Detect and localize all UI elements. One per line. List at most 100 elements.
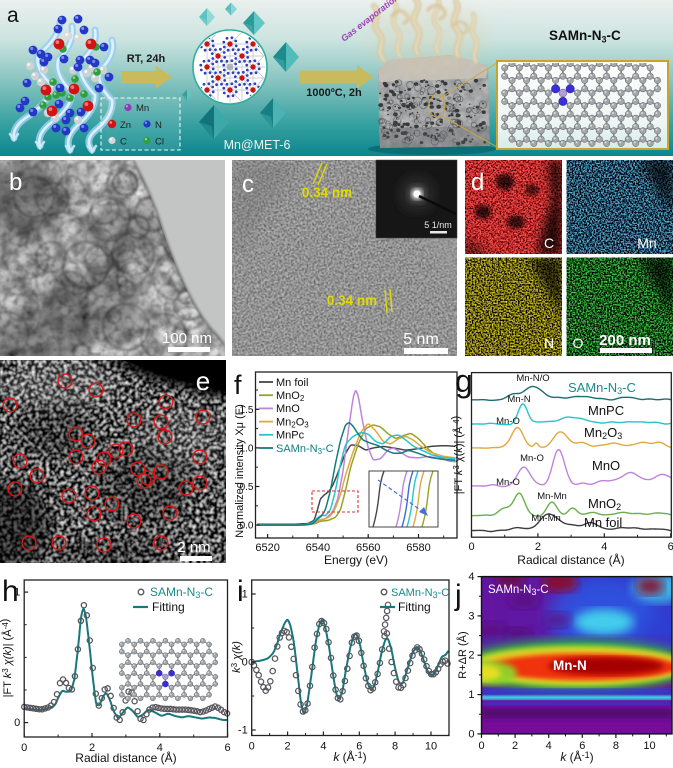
svg-text:Mn-Mn: Mn-Mn [531, 513, 561, 524]
svg-text:2 nm: 2 nm [177, 539, 210, 556]
svg-text:Mn-N/O: Mn-N/O [516, 373, 549, 384]
svg-text:0: 0 [14, 717, 20, 729]
svg-text:2: 2 [89, 742, 95, 754]
svg-text:0: 0 [249, 741, 255, 753]
svg-text:Zn: Zn [120, 120, 131, 131]
svg-text:SAMn-N3-C: SAMn-N3-C [150, 585, 213, 600]
svg-text:2: 2 [468, 650, 474, 662]
svg-text:SAMn-N3-C: SAMn-N3-C [568, 380, 636, 396]
svg-text:200 nm: 200 nm [599, 332, 651, 349]
svg-text:MnO: MnO [276, 403, 300, 415]
svg-text:Mn-O: Mn-O [520, 453, 544, 464]
svg-text:MnO2: MnO2 [276, 390, 305, 403]
svg-text:Fitting: Fitting [152, 600, 185, 614]
svg-text:Mn foil: Mn foil [584, 515, 622, 530]
svg-text:f: f [234, 370, 242, 400]
svg-text:MnO: MnO [592, 458, 620, 473]
svg-text:1.0: 1.0 [240, 443, 254, 454]
svg-text:O: O [573, 335, 584, 351]
svg-text:Energy (eV): Energy (eV) [324, 553, 388, 567]
svg-text:4: 4 [320, 741, 326, 753]
svg-text:i: i [237, 575, 244, 608]
svg-text:Mn2O3: Mn2O3 [276, 416, 309, 429]
svg-text:SAMn-N3-C: SAMn-N3-C [276, 443, 334, 456]
svg-text:h: h [2, 575, 19, 608]
svg-text:6520: 6520 [255, 542, 279, 554]
svg-text:0.34 nm: 0.34 nm [302, 185, 352, 200]
svg-text:e: e [196, 366, 210, 396]
svg-text:RT, 24h: RT, 24h [127, 53, 166, 65]
svg-text:SAMn-N3-C: SAMn-N3-C [488, 584, 549, 597]
svg-text:Normalized intensity Xμ (E): Normalized intensity Xμ (E) [234, 404, 246, 538]
svg-text:4: 4 [601, 541, 607, 553]
svg-text:-1: -1 [238, 725, 248, 737]
svg-text:4: 4 [157, 742, 163, 754]
svg-text:0.5: 0.5 [240, 482, 254, 493]
svg-text:5 nm: 5 nm [403, 331, 439, 348]
svg-text:c: c [242, 171, 254, 198]
svg-text:6: 6 [356, 741, 362, 753]
svg-text:10: 10 [643, 740, 655, 752]
svg-text:1.5: 1.5 [240, 405, 254, 416]
svg-text:2: 2 [535, 541, 541, 553]
svg-text:6540: 6540 [306, 542, 330, 554]
svg-text:6: 6 [668, 541, 673, 553]
svg-text:4: 4 [546, 740, 552, 752]
svg-text:C: C [120, 137, 127, 148]
svg-text:Fitting: Fitting [398, 600, 431, 614]
svg-text:C: C [544, 235, 554, 251]
svg-text:8: 8 [613, 740, 619, 752]
svg-text:0: 0 [468, 541, 474, 553]
svg-text:0.0: 0.0 [240, 521, 254, 532]
svg-text:Mn-O: Mn-O [496, 477, 520, 488]
svg-text:Mn: Mn [637, 235, 656, 251]
svg-text:|FT k3 χ(k)| (Å-4): |FT k3 χ(k)| (Å-4) [0, 619, 14, 698]
svg-text:6: 6 [225, 742, 231, 754]
svg-text:1: 1 [14, 587, 20, 599]
svg-text:Mn-Mn: Mn-Mn [537, 491, 567, 502]
svg-text:Mn: Mn [136, 103, 149, 114]
svg-text:Mn foil: Mn foil [276, 377, 308, 389]
svg-text:d: d [471, 169, 484, 196]
svg-text:k (Å-1): k (Å-1) [560, 749, 593, 764]
svg-text:0: 0 [242, 657, 248, 669]
svg-text:2: 2 [512, 740, 518, 752]
svg-text:R+ΔR (Å): R+ΔR (Å) [456, 631, 469, 678]
svg-text:N: N [155, 120, 162, 131]
svg-text:Mn-O: Mn-O [496, 416, 520, 427]
svg-text:6: 6 [579, 740, 585, 752]
svg-text:2: 2 [285, 741, 291, 753]
svg-text:0: 0 [21, 742, 27, 754]
svg-text:0.34 nm: 0.34 nm [327, 293, 377, 308]
svg-text:8: 8 [392, 741, 398, 753]
svg-text:6580: 6580 [406, 542, 430, 554]
svg-text:4: 4 [468, 571, 474, 583]
svg-text:Mn@MET-6: Mn@MET-6 [224, 138, 291, 152]
svg-text:MnPC: MnPC [588, 403, 624, 418]
svg-text:MnO2: MnO2 [588, 496, 621, 512]
svg-text:Cl: Cl [155, 137, 164, 148]
svg-text:g: g [455, 363, 473, 399]
svg-text:Radical distance (Å): Radical distance (Å) [517, 552, 624, 567]
svg-text:Radial distance (Å): Radial distance (Å) [75, 750, 176, 765]
svg-text:0: 0 [468, 728, 474, 740]
svg-text:k3 χ(k): k3 χ(k) [230, 641, 243, 673]
svg-text:5 1/nm: 5 1/nm [424, 220, 452, 230]
svg-text:SAMn-N3-C: SAMn-N3-C [391, 587, 449, 600]
svg-text:|FT k3 χ(k)| (Å-4): |FT k3 χ(k)| (Å-4) [450, 416, 465, 494]
svg-text:10: 10 [425, 741, 437, 753]
svg-text:1: 1 [242, 589, 248, 601]
svg-text:0: 0 [478, 740, 484, 752]
svg-text:3: 3 [468, 610, 474, 622]
svg-text:100 nm: 100 nm [162, 330, 212, 347]
svg-text:1: 1 [468, 689, 474, 701]
svg-text:k (Å-1): k (Å-1) [333, 749, 366, 764]
svg-text:b: b [9, 169, 22, 196]
svg-text:a: a [7, 4, 19, 27]
svg-text:Mn-N: Mn-N [553, 658, 587, 673]
svg-text:Mn-N: Mn-N [507, 394, 530, 405]
svg-text:1000ºC, 2h: 1000ºC, 2h [306, 87, 362, 99]
svg-text:N: N [544, 335, 554, 351]
svg-text:Mn2O3: Mn2O3 [584, 425, 622, 441]
svg-text:6560: 6560 [356, 542, 380, 554]
